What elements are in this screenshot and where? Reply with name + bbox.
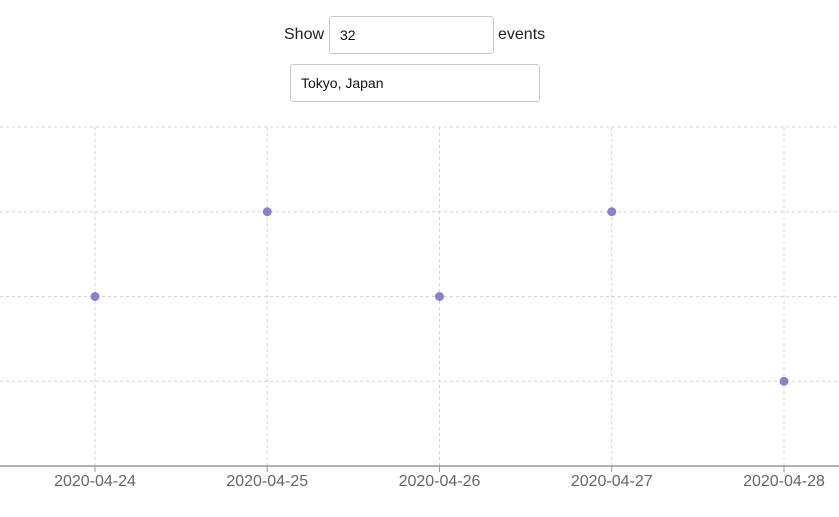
data-point (90, 292, 100, 301)
data-point (607, 207, 617, 217)
show-label: Show (284, 26, 325, 43)
data-points (90, 207, 789, 386)
x-tick-label: 2020-04-24 (54, 473, 136, 490)
x-axis (0, 465, 839, 472)
event-count-input[interactable] (329, 16, 494, 54)
event-controls: Show events (0, 16, 839, 54)
x-tick-label: 2020-04-28 (743, 473, 825, 490)
x-tick-label: 2020-04-25 (226, 473, 308, 490)
x-tick-label: 2020-04-27 (571, 473, 653, 490)
location-input[interactable] (290, 64, 540, 102)
data-point (262, 207, 272, 217)
events-label: events (498, 26, 546, 43)
grid-lines (0, 126, 839, 466)
data-point (779, 376, 789, 386)
x-tick-label: 2020-04-26 (399, 473, 481, 490)
data-point (435, 292, 444, 301)
x-tick-labels: 2020-04-24 2020-04-25 2020-04-26 2020-04-27… (54, 473, 825, 490)
